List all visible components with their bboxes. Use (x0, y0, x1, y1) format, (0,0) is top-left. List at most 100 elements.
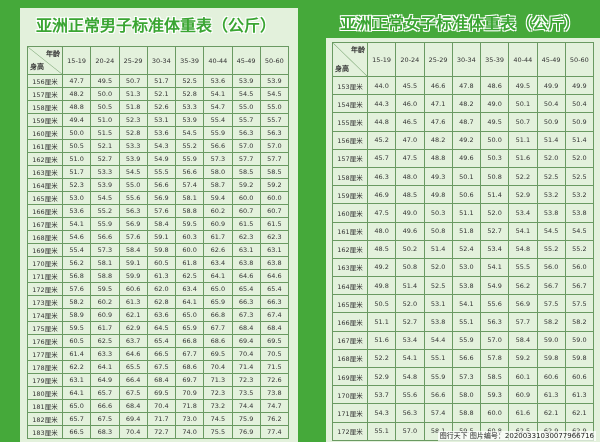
cell: 56.0 (536, 257, 566, 278)
cell: 66.4 (118, 373, 148, 387)
data-row: 165厘米 53.0 54.5 55.6 56.9 58.1 59.4 60.0 60.0 (27, 191, 290, 205)
cell: 65.0 (61, 399, 92, 413)
row-header: 176厘米 (27, 334, 63, 348)
cell: 58.2 (564, 312, 595, 332)
cell: 62.9 (118, 321, 148, 335)
cell: 62.5 (90, 334, 120, 348)
cell: 58.8 (174, 204, 205, 218)
cell: 60.0 (174, 243, 205, 257)
cell: 45.2 (366, 130, 397, 150)
cell: 72.6 (259, 373, 290, 387)
cell: 58.8 (90, 269, 120, 283)
cell: 55.2 (174, 139, 205, 153)
cell: 59.5 (90, 282, 120, 296)
cell: 49.5 (508, 75, 538, 96)
cell: 56.7 (564, 276, 595, 296)
cell: 55.0 (259, 100, 290, 114)
data-row: 182厘米 65.7 67.5 69.4 71.7 73.0 74.5 75.9 76.2 (27, 412, 290, 426)
cell: 45.5 (395, 75, 425, 96)
cell: 54.1 (203, 87, 233, 101)
data-row: 171厘米 54.3 56.3 57.4 58.8 60.0 61.6 62.1 62.1 (332, 403, 595, 423)
cell: 60.0 (479, 403, 510, 423)
cell: 65.0 (203, 282, 233, 296)
row-header: 157厘米 (332, 148, 368, 168)
column-header: 35-39 (174, 46, 205, 75)
cell: 55.2 (90, 204, 120, 218)
cell: 52.0 (564, 148, 595, 168)
cell: 56.6 (203, 139, 233, 153)
cell: 57.6 (118, 230, 148, 244)
cell: 65.9 (203, 295, 233, 309)
cell: 52.2 (508, 166, 538, 187)
row-header: 167厘米 (27, 217, 63, 231)
cell: 57.5 (564, 294, 595, 314)
cell: 53.0 (451, 257, 482, 278)
cell: 64.9 (90, 373, 120, 387)
row-header: 177厘米 (27, 347, 63, 361)
corner-top: 年龄 (46, 50, 60, 58)
cell: 51.6 (508, 148, 538, 168)
data-row: 174厘米 58.9 60.9 62.1 63.6 65.0 66.8 67.3 67.4 (27, 308, 290, 322)
cell: 64.5 (146, 321, 177, 335)
cell: 67.5 (90, 412, 120, 426)
cell: 58.0 (451, 385, 482, 405)
cell: 63.8 (259, 256, 290, 270)
cell: 56.3 (231, 126, 261, 140)
cell: 55.0 (231, 100, 261, 114)
column-header: 25-29 (118, 46, 148, 75)
cell: 69.7 (174, 373, 205, 387)
row-header: 153厘米 (332, 75, 368, 96)
row-header: 157厘米 (27, 87, 63, 101)
cell: 57.7 (231, 152, 261, 166)
cell: 66.6 (90, 399, 120, 413)
row-header: 162厘米 (332, 239, 368, 259)
row-header: 182厘米 (27, 412, 63, 426)
cell: 50.4 (536, 94, 566, 114)
cell: 59.0 (564, 330, 595, 350)
cell: 75.9 (231, 412, 261, 426)
column-header: 25-29 (423, 42, 453, 77)
row-header: 168厘米 (332, 348, 368, 369)
cell: 56.6 (90, 230, 120, 244)
cell: 55.4 (203, 113, 233, 127)
data-row: 161厘米 48.0 49.6 50.8 51.8 52.7 54.1 54.5 54.5 (332, 221, 595, 241)
row-header: 156厘米 (332, 130, 368, 150)
cell: 67.5 (118, 386, 148, 400)
cell: 63.1 (61, 373, 92, 387)
cell: 59.2 (231, 178, 261, 192)
data-row: 179厘米 63.1 64.9 66.4 68.4 69.7 71.3 72.3 72.6 (27, 373, 290, 387)
cell: 53.3 (118, 139, 148, 153)
data-row: 160厘米 50.0 51.5 52.8 53.6 54.5 55.9 56.3 56.3 (27, 126, 290, 140)
corner-cell: 年龄 身高 (27, 46, 63, 75)
cell: 73.2 (203, 399, 233, 413)
cell: 47.5 (366, 203, 397, 223)
cell: 58.4 (118, 243, 148, 257)
cell: 60.0 (231, 191, 261, 205)
cell: 66.8 (203, 308, 233, 322)
data-row: 178厘米 62.2 64.1 65.5 67.5 68.6 70.4 71.4 71.5 (27, 360, 290, 374)
row-header: 180厘米 (27, 386, 63, 400)
cell: 55.5 (508, 257, 538, 278)
cell: 69.4 (118, 412, 148, 426)
cell: 51.6 (366, 330, 397, 350)
cell: 49.0 (479, 94, 510, 114)
cell: 68.6 (174, 360, 205, 374)
data-row: 181厘米 65.0 66.6 68.4 70.4 71.8 73.2 74.4 74.7 (27, 399, 290, 413)
data-row: 180厘米 64.1 65.7 67.5 69.5 70.9 72.3 73.5 73.8 (27, 386, 290, 400)
cell: 61.7 (203, 230, 233, 244)
cell: 59.1 (146, 230, 177, 244)
cell: 51.4 (564, 130, 595, 150)
data-row: 168厘米 54.6 56.6 57.6 59.1 60.3 61.7 62.3 62.3 (27, 230, 290, 244)
cell: 55.2 (564, 239, 595, 259)
cell: 62.1 (118, 308, 148, 322)
cell: 62.0 (146, 282, 177, 296)
cell: 63.4 (203, 256, 233, 270)
cell: 49.6 (395, 221, 425, 241)
cell: 47.0 (395, 130, 425, 150)
data-row: 175厘米 59.5 61.7 62.9 64.5 65.9 67.7 68.4 68.4 (27, 321, 290, 335)
cell: 62.1 (536, 403, 566, 423)
cell: 74.7 (259, 399, 290, 413)
cell: 68.4 (146, 373, 177, 387)
row-header: 172厘米 (27, 282, 63, 296)
